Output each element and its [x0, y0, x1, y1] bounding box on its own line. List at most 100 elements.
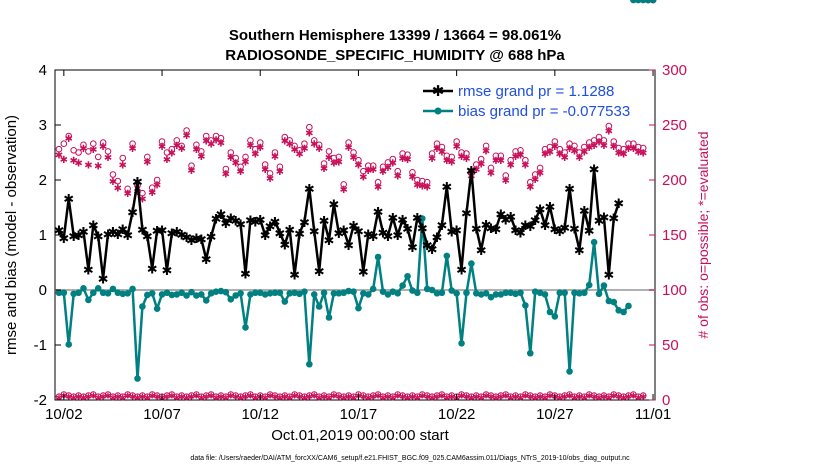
bias-point — [227, 296, 235, 303]
obs-bottom-evaluated-point: ✱ — [571, 394, 578, 403]
bias-point — [443, 252, 451, 260]
obs-possible-point — [561, 149, 568, 156]
obs-possible-point — [497, 152, 505, 160]
bias-point — [271, 289, 279, 297]
obs-bottom-possible-point — [183, 393, 190, 401]
bias-point — [75, 289, 82, 297]
chart-title-line-1: Southern Hemisphere 13399 / 13664 = 98.0… — [229, 27, 561, 44]
obs-bottom-possible-point — [615, 392, 622, 399]
obs-evaluated-point: ✱ — [585, 143, 593, 154]
rmse-point: ✱ — [402, 222, 413, 237]
obs-possible-point — [114, 177, 122, 185]
y-tick-label: 1 — [39, 227, 47, 244]
obs-possible-point — [482, 142, 490, 150]
obs-evaluated-point: ✱ — [173, 141, 181, 152]
obs-possible-point — [512, 148, 519, 155]
bias-point — [345, 287, 352, 295]
obs-evaluated-point: ✱ — [477, 160, 485, 171]
obs-bottom-evaluated-point: ✱ — [610, 392, 617, 401]
obs-evaluated-point: ✱ — [580, 147, 588, 158]
rmse-point: ✱ — [142, 230, 153, 245]
rmse-point: ✱ — [166, 227, 177, 242]
obs-evaluated-point: ✱ — [290, 145, 298, 156]
obs-evaluated-point: ✱ — [349, 153, 357, 164]
obs-bottom-possible-point — [178, 392, 185, 399]
bias-point — [551, 313, 559, 320]
obs-possible-point — [163, 149, 171, 156]
obs-evaluated-point: ✱ — [565, 144, 573, 155]
bias-series-layer — [55, 0, 657, 382]
obs-evaluated-point: ✱ — [452, 142, 460, 153]
obs-bottom-possible-point — [556, 393, 564, 401]
obs-bottom-possible-point — [610, 391, 618, 398]
obs-evaluated-point: ✱ — [531, 175, 539, 186]
obs-possible-point — [620, 145, 627, 153]
obs-bottom-possible-point — [163, 392, 171, 399]
obs-evaluated-point: ✱ — [295, 150, 303, 161]
obs-bottom-possible-point — [595, 393, 603, 401]
rmse-point: ✱ — [554, 225, 565, 240]
rmse-point: ✱ — [412, 211, 423, 226]
rmse-point: ✱ — [584, 225, 595, 240]
bias-point — [212, 288, 220, 295]
obs-bottom-evaluated-point: ✱ — [507, 394, 514, 403]
bias-point — [364, 291, 372, 298]
obs-evaluated-point: ✱ — [482, 146, 490, 157]
obs-bottom-possible-point — [252, 393, 259, 401]
x-tick-label: 11/01 — [635, 406, 671, 423]
bias-point — [635, 0, 642, 4]
x-tick-label: 10/07 — [143, 406, 181, 423]
obs-possible-point — [193, 141, 200, 149]
bias-point — [487, 293, 495, 301]
bias-point — [625, 302, 632, 310]
obs-evaluated-point: ✱ — [526, 183, 534, 194]
obs-bottom-possible-point — [65, 392, 73, 399]
obs-bottom-evaluated-point: ✱ — [394, 392, 401, 401]
rmse-point: ✱ — [201, 253, 212, 268]
rmse-point: ✱ — [176, 228, 187, 243]
obs-bottom-evaluated-point: ✱ — [399, 393, 406, 402]
legend-bias-label: bias grand pr = -0.077533 — [458, 103, 630, 120]
obs-bottom-possible-point — [99, 392, 107, 399]
obs-bottom-possible-point — [114, 392, 122, 399]
obs-possible-point — [310, 137, 318, 144]
rmse-point: ✱ — [230, 215, 241, 230]
obs-possible-point — [232, 154, 239, 162]
obs-possible-point — [615, 144, 622, 152]
rmse-point: ✱ — [603, 269, 614, 284]
obs-evaluated-point: ✱ — [251, 150, 259, 161]
rmse-point: ✱ — [378, 226, 389, 241]
rmse-point: ✱ — [324, 234, 335, 249]
obs-bottom-possible-point — [404, 393, 411, 401]
obs-evaluated-point: ✱ — [310, 140, 318, 151]
rmse-point: ✱ — [181, 231, 192, 246]
rmse-point: ✱ — [112, 228, 123, 243]
obs-evaluated-point: ✱ — [433, 144, 441, 155]
bias-point — [168, 291, 176, 299]
rmse-point: ✱ — [353, 225, 364, 240]
rmse-point: ✱ — [490, 223, 501, 238]
rmse-point: ✱ — [549, 223, 560, 238]
obs-evaluated-point: ✱ — [197, 152, 205, 163]
obs-bottom-evaluated-point: ✱ — [223, 394, 230, 403]
obs-bottom-possible-point — [384, 392, 392, 399]
bias-point — [546, 308, 554, 316]
obs-bottom-evaluated-point: ✱ — [114, 393, 121, 402]
obs-evaluated-point: ✱ — [551, 142, 559, 153]
obs-bottom-possible-point — [590, 392, 598, 399]
y-axis-label: rmse and bias (model - observation) — [3, 115, 20, 355]
obs-possible-point — [610, 138, 618, 145]
obs-bottom-evaluated-point: ✱ — [512, 393, 519, 402]
bias-point — [296, 290, 303, 298]
bias-point — [433, 290, 441, 297]
obs-bottom-possible-point — [75, 392, 82, 399]
obs-bottom-evaluated-point: ✱ — [640, 393, 647, 402]
obs-bottom-possible-point — [639, 392, 647, 399]
obs-bottom-possible-point — [625, 392, 632, 399]
bias-point — [65, 341, 73, 348]
rmse-point: ✱ — [589, 163, 600, 178]
obs-bottom-evaluated-point: ✱ — [321, 393, 328, 402]
obs-possible-point — [345, 139, 352, 146]
obs-bottom-evaluated-point: ✱ — [576, 393, 583, 402]
